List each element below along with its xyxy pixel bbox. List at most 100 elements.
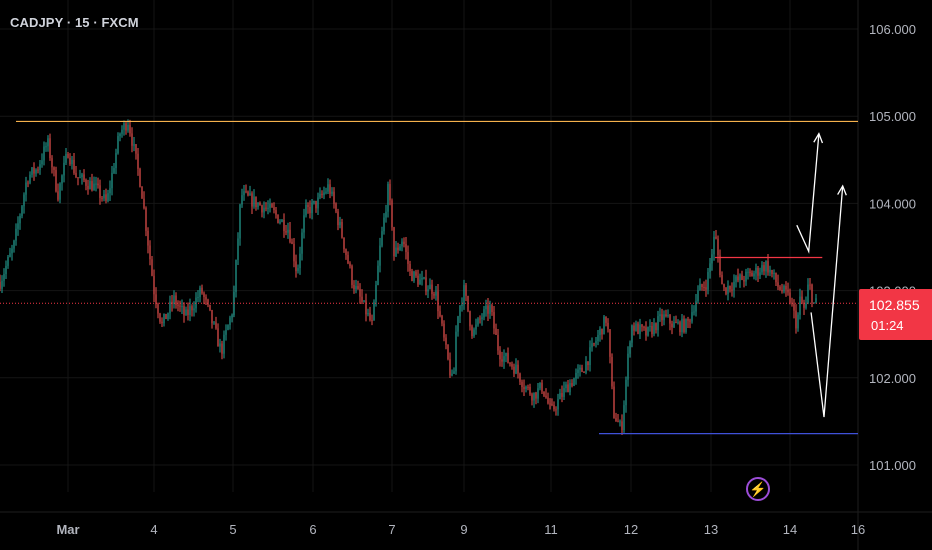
candle-body [437,291,439,312]
candle-body [727,285,729,294]
candle-body [81,174,83,178]
x-tick-label: 16 [851,522,865,537]
candle-body [507,353,509,363]
candle-body [291,241,293,244]
candle-body [197,297,199,299]
candle-body [349,263,351,267]
lightning-icon[interactable]: ⚡ [746,477,770,501]
candle-body [211,310,213,324]
candle-body [711,254,713,264]
candle-body [593,343,595,345]
candle-body [237,238,239,260]
x-tick-label: Mar [56,522,79,537]
candle-body [533,392,535,401]
candle-body [193,308,195,311]
candle-body [639,324,641,334]
candle-body [273,207,275,211]
candle-body [263,207,265,213]
candle-body [107,193,109,201]
candle-body [491,305,493,313]
candle-body [125,123,127,131]
candle-body [307,204,309,207]
candle-body [95,183,97,185]
candle-body [599,328,601,336]
candle-body [333,191,335,204]
candle-body [461,304,463,307]
candle-body [15,228,17,241]
x-tick-label: 11 [544,522,558,537]
candle-body [289,229,291,242]
candle-body [21,206,23,216]
candle-body [513,366,515,374]
candle-body [293,243,295,262]
candle-body [775,272,777,283]
candle-body [43,146,45,161]
candle-body [37,169,39,171]
candle-body [375,284,377,302]
candle-body [643,326,645,328]
candle-body [553,404,555,410]
candle-body [735,276,737,282]
candle-body [761,265,763,273]
drawings [0,120,858,435]
candle-body [691,312,693,322]
candle-body [545,395,547,398]
candle-body [657,316,659,331]
candle-body [269,204,271,208]
candle-body [191,306,193,311]
candle-body [157,304,159,314]
candle-body [397,247,399,251]
candle-body [429,284,431,290]
candle-body [55,169,57,192]
candle-body [551,403,553,405]
candle-body [465,285,467,296]
candle-body [381,231,383,246]
candle-body [477,318,479,325]
candle-body [277,214,279,223]
candle-body [411,271,413,282]
candle-body [741,274,743,280]
y-tick-label: 104.000 [869,196,916,211]
candle-body [187,309,189,315]
candle-body [323,192,325,196]
candle-body [301,232,303,254]
candle-body [517,364,519,374]
candle-body [549,403,551,405]
last-price-label: 102.855 [869,297,920,313]
candle-body [353,284,355,290]
candle-body [695,301,697,312]
candle-body [325,191,327,193]
candle-body [673,321,675,328]
candle-body [439,311,441,317]
candle-body [637,323,639,334]
candle-body [777,282,779,287]
candle-body [315,200,317,209]
candle-body [209,304,211,311]
candle-body [671,323,673,328]
candle-body [35,169,37,174]
candle-body [449,359,451,376]
candle-body [753,273,755,277]
candle-body [435,291,437,296]
candle-body [391,200,393,228]
candle-body [653,323,655,335]
candle-body [615,418,617,422]
candle-body [655,323,657,331]
y-tick-label: 101.000 [869,458,916,473]
candle-body [3,274,5,281]
candle-body [697,290,699,302]
candle-body [161,321,163,324]
candle-body [561,393,563,397]
candle-body [629,342,631,354]
candle-body [575,372,577,379]
candle-body [405,244,407,253]
candle-body [613,386,615,419]
candle-body [565,384,567,389]
candle-body [531,394,533,401]
candle-body [219,343,221,347]
candle-body [313,200,315,203]
candle-body [527,386,529,388]
candle-body [555,409,557,411]
candle-body [139,168,141,187]
